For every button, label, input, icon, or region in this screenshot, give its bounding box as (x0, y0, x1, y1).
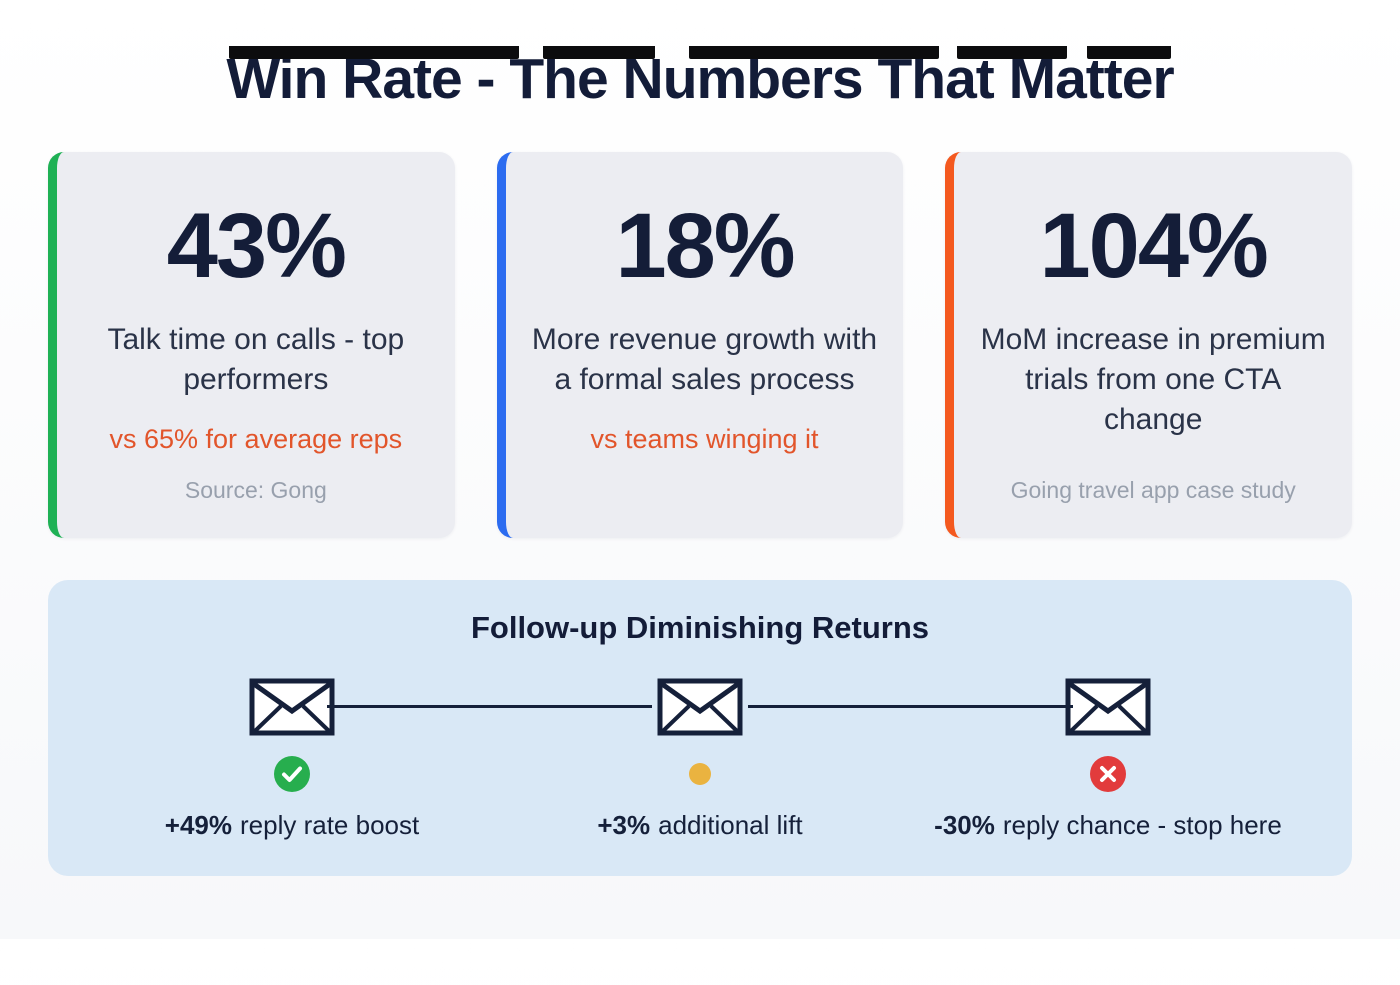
step-text: additional lift (658, 810, 803, 840)
stat-comparison-note: vs 65% for average reps (109, 423, 403, 454)
step-label: +3% additional lift (597, 810, 802, 841)
followup-step-1: +49% reply rate boost (88, 678, 496, 841)
stat-comparison-note: vs teams winging it (590, 423, 819, 454)
x-circle-icon (1089, 754, 1127, 794)
step-text: reply rate boost (240, 810, 420, 840)
stat-value: 104% (1039, 195, 1269, 297)
connector-line (748, 705, 1073, 708)
stat-source: Source: Gong (184, 477, 327, 503)
top-edge-artifact-segment (543, 46, 655, 59)
stat-source: Going travel app case study (1010, 477, 1296, 503)
caution-dot-icon (689, 754, 711, 794)
top-edge-artifact-segment (229, 46, 519, 59)
stat-value: 43% (166, 195, 347, 297)
step-value: +3% (597, 810, 651, 840)
stat-description: Talk time on calls - top performers (107, 323, 405, 396)
stat-description: More revenue growth with a formal sales … (531, 323, 878, 396)
stat-cards-row: 43% Talk time on calls - top performers … (48, 152, 1353, 538)
followup-steps: +49% reply rate boost +3% additional lift (48, 678, 1352, 841)
envelope-icon (1065, 678, 1151, 736)
check-circle-icon (273, 754, 311, 794)
stat-description: MoM increase in premium trials from one … (980, 323, 1326, 436)
top-edge-artifact-segment (957, 46, 1067, 59)
envelope-icon (249, 678, 335, 736)
followup-panel: Follow-up Diminishing Returns +49% reply … (48, 580, 1352, 876)
step-value: -30% (934, 810, 995, 840)
step-label: +49% reply rate boost (165, 810, 419, 841)
stat-card-premium-trials: 104% MoM increase in premium trials from… (945, 152, 1353, 538)
top-edge-artifact-segment (689, 46, 939, 59)
followup-heading: Follow-up Diminishing Returns (470, 610, 930, 645)
step-text: reply chance - stop here (1002, 810, 1282, 840)
top-edge-artifact-segment (1087, 46, 1171, 59)
stat-card-revenue-growth: 18% More revenue growth with a formal sa… (496, 152, 904, 538)
stat-card-talk-time: 43% Talk time on calls - top performers … (48, 152, 455, 538)
connector-line (327, 705, 652, 708)
followup-step-2: +3% additional lift (496, 678, 904, 841)
followup-step-3: -30% reply chance - stop here (904, 678, 1312, 841)
envelope-icon (657, 678, 743, 736)
step-value: +49% (164, 810, 232, 840)
stat-value: 18% (615, 195, 795, 297)
step-label: -30% reply chance - stop here (934, 810, 1282, 841)
top-edge-artifact (0, 46, 1400, 59)
